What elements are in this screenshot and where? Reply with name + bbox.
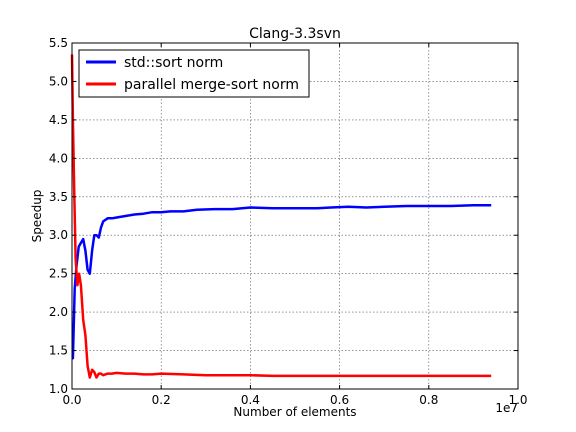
y-tick-label: 5.5 (49, 36, 68, 50)
y-tick-label: 4.5 (49, 113, 68, 127)
y-tick-label: 2.0 (49, 305, 68, 319)
x-axis-offset-label: 1e7 (495, 401, 518, 415)
legend-label-parallel-merge-sort: parallel merge-sort norm (124, 77, 299, 93)
y-tick-label: 5.0 (49, 74, 68, 88)
x-axis-label: Number of elements (233, 405, 356, 419)
x-tick-label: 0.8 (419, 393, 438, 407)
y-tick-label: 4.0 (49, 151, 68, 165)
y-tick-label: 1.5 (49, 344, 68, 358)
x-tick-label: 0.2 (152, 393, 171, 407)
legend-label-std-sort: std::sort norm (124, 55, 223, 71)
y-tick-label: 2.5 (49, 267, 68, 281)
y-tick-label: 3.5 (49, 190, 68, 204)
legend: std::sort norm parallel merge-sort norm (79, 50, 309, 97)
chart-title: Clang-3.3svn (249, 26, 341, 42)
y-tick-label: 3.0 (49, 228, 68, 242)
y-tick-label: 1.0 (49, 382, 68, 396)
y-axis-label: Speedup (30, 190, 44, 243)
